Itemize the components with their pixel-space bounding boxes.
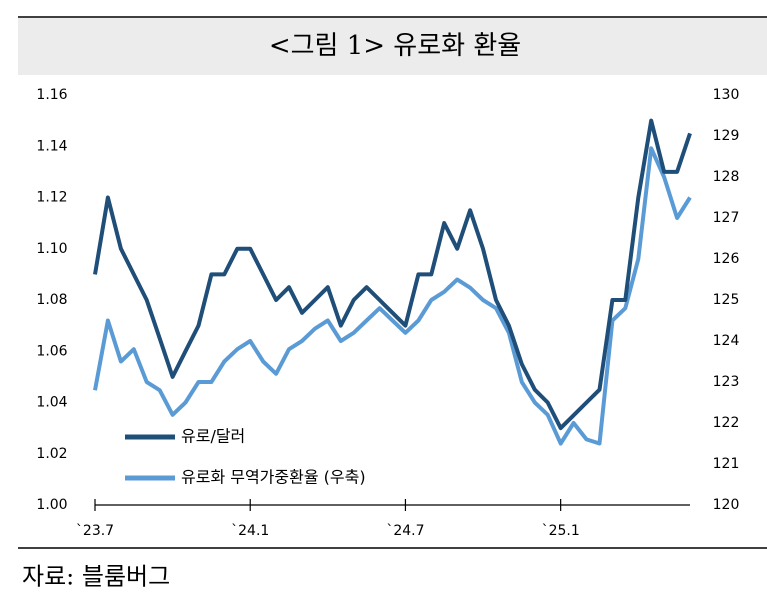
- y2-tick-label: 120: [713, 497, 740, 513]
- y2-tick-label: 123: [713, 374, 740, 390]
- x-tick-label: `24.7: [386, 523, 424, 539]
- chart-title: <그림 1> 유로화 환율: [269, 31, 521, 61]
- title-band: [18, 18, 767, 75]
- legend-label: 유로/달러: [181, 427, 245, 446]
- x-tick-label: `25.1: [542, 523, 580, 539]
- y2-tick-label: 124: [713, 333, 740, 349]
- y-tick-label: 1.00: [36, 497, 67, 513]
- y2-tick-label: 130: [713, 87, 740, 103]
- y-tick-label: 1.02: [36, 446, 67, 462]
- y-tick-label: 1.06: [36, 343, 67, 359]
- x-tick-label: `24.1: [231, 523, 269, 539]
- y-tick-label: 1.14: [36, 138, 67, 154]
- legend-label: 유로화 무역가중환율 (우축): [181, 468, 366, 487]
- y2-tick-label: 121: [713, 456, 740, 472]
- y2-tick-label: 125: [713, 292, 740, 308]
- y-tick-label: 1.04: [36, 395, 67, 411]
- y2-tick-label: 129: [713, 128, 740, 144]
- series-line: [93, 146, 692, 446]
- y2-tick-label: 127: [713, 210, 740, 226]
- y2-tick-label: 128: [713, 169, 740, 185]
- y-tick-label: 1.08: [36, 292, 67, 308]
- y2-tick-label: 126: [713, 251, 740, 267]
- y-tick-label: 1.16: [36, 87, 67, 103]
- y-tick-label: 1.12: [36, 190, 67, 206]
- source: 자료: 블룸버그: [22, 563, 170, 591]
- series-line: [93, 118, 692, 431]
- y-tick-label: 1.10: [36, 241, 67, 257]
- x-tick-label: `23.7: [76, 523, 114, 539]
- y2-tick-label: 122: [713, 415, 740, 431]
